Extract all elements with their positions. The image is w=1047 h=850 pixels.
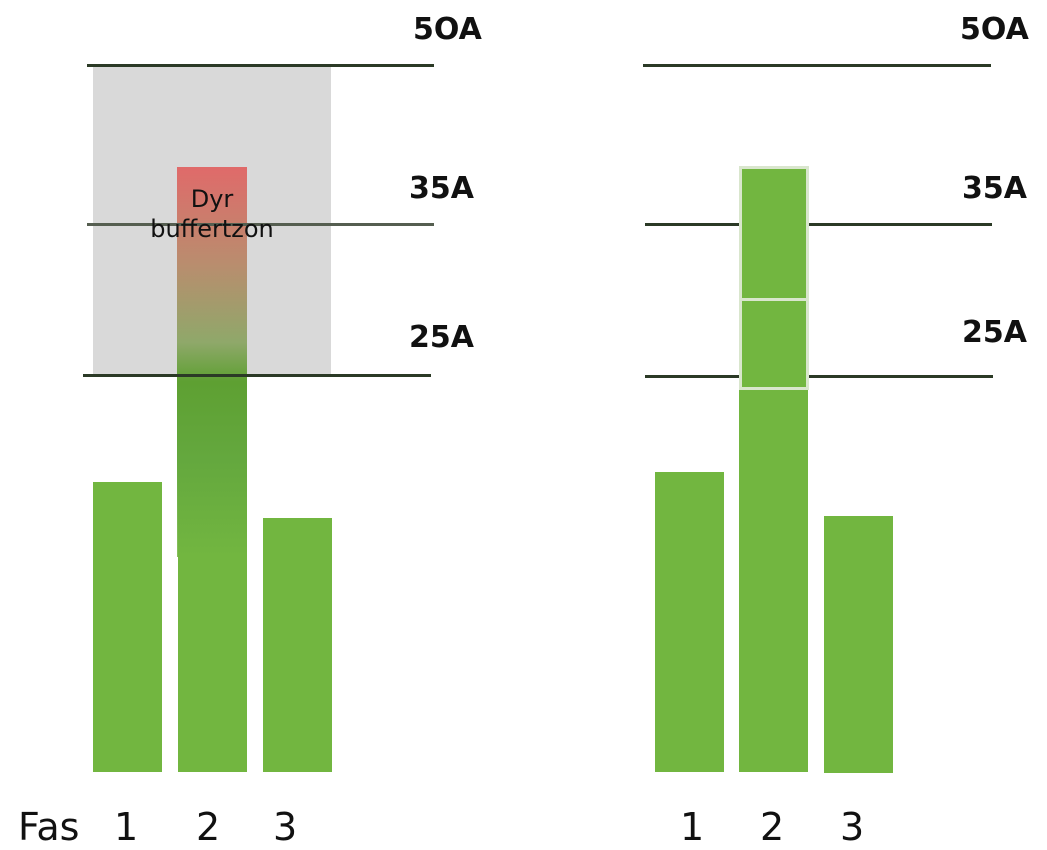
left-label-35a: 35A [409, 171, 474, 206]
phase-1-bar [93, 482, 162, 772]
right-line-35a-right [809, 223, 992, 226]
left-phase-1-label: 1 [114, 805, 139, 849]
left-line-35a [87, 223, 434, 226]
right-line-35a-left [645, 223, 739, 226]
left-phase-3-label: 3 [273, 805, 298, 849]
right-label-50a: 5OA [960, 12, 1029, 47]
right-phase-1-label: 1 [680, 805, 705, 849]
left-line-50a [87, 64, 434, 67]
phase-3-bar [263, 518, 332, 772]
right-line-25a-right [809, 375, 993, 378]
right-label-35a: 35A [962, 171, 1027, 206]
buffer-zone-label: Dyr buffertzon [112, 184, 312, 244]
phase-2-buffer-gradient [177, 167, 247, 557]
left-label-50a: 5OA [413, 12, 482, 47]
right-phase-1-bar [655, 472, 724, 772]
right-phase-3-bar [824, 516, 893, 773]
left-line-25a [83, 374, 431, 377]
right-line-25a-left [645, 375, 739, 378]
right-phase-2-segment-upper [739, 166, 809, 301]
right-phase-2-label: 2 [760, 805, 785, 849]
buffer-label-line-2: buffertzon [150, 215, 274, 243]
left-label-25a: 25A [409, 320, 474, 355]
right-phase-2-segment-lower [739, 298, 809, 390]
right-phase-3-label: 3 [840, 805, 865, 849]
right-phase-2-bar [739, 385, 808, 772]
right-line-50a [643, 64, 991, 67]
left-phase-2-label: 2 [196, 805, 221, 849]
right-label-25a: 25A [962, 315, 1027, 350]
phase-prefix-label: Fas [18, 805, 80, 849]
buffer-label-line-1: Dyr [190, 185, 234, 213]
